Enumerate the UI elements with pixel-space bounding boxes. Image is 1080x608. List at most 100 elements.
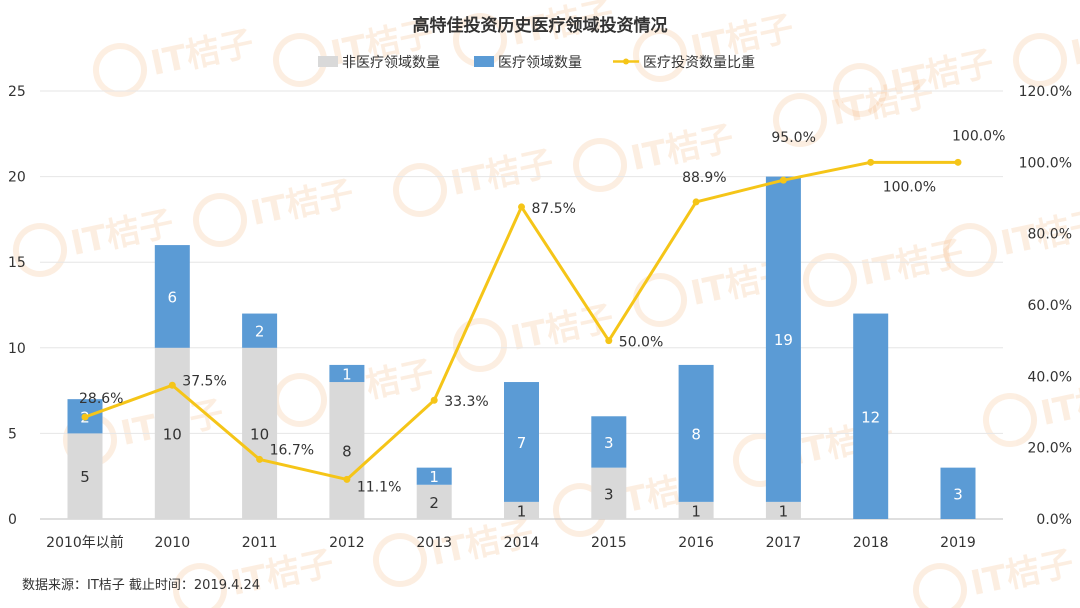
watermark-icon (1013, 33, 1067, 87)
bar-label-non-medical: 3 (604, 485, 614, 503)
y-right-tick-label: 120.0% (1019, 84, 1072, 100)
ratio-line: 28.6% 37.5% 16.7% 11.1% 33.3% 87.5% 50.0% 88.9%… (79, 128, 1005, 495)
ratio-label: 16.7% (270, 442, 314, 458)
ratio-label: 28.6% (79, 391, 123, 407)
y-axis-right: 0.0% 20.0% 40.0% 60.0% 80.0% 100.0% 120.0% (1019, 84, 1072, 528)
watermark-icon (173, 563, 227, 608)
y-left-tick-label: 25 (8, 84, 26, 100)
bar-medical (591, 416, 627, 468)
x-tick-label: 2012 (329, 535, 365, 551)
y-left-tick-label: 20 (8, 170, 26, 186)
bar-non-medical (154, 347, 190, 519)
ratio-point (343, 475, 351, 483)
bar-medical (765, 176, 801, 502)
watermark-text: IT桔子 (247, 173, 357, 234)
y-left-tick-label: 15 (8, 255, 26, 271)
y-left-tick-label: 0 (8, 512, 17, 528)
ratio-point (779, 176, 787, 184)
ratio-point (81, 413, 89, 421)
bar-non-medical (416, 484, 452, 519)
watermark-logo: IT桔子 (803, 233, 967, 307)
ratio-point (168, 381, 176, 389)
bar-medical (154, 245, 190, 348)
bar-non-medical (67, 433, 103, 519)
x-tick-label: 2017 (766, 535, 802, 551)
bar-medical (329, 364, 365, 383)
legend-swatch-0 (318, 56, 338, 67)
x-axis: 2010年以前 2010 2011 2012 2013 2014 2015 2016 2017 2… (46, 534, 976, 551)
source-note: 数据来源：IT桔子 截止时间：2019.4.24 (22, 578, 260, 593)
y-right-tick-label: 100.0% (1019, 155, 1072, 171)
ratio-point (605, 337, 613, 345)
ratio-point (692, 198, 700, 206)
bar-label-medical: 8 (691, 425, 701, 443)
bar-label-non-medical: 1 (691, 502, 701, 520)
watermark-logo: IT桔子 (193, 173, 357, 247)
bar-label-medical: 7 (517, 434, 527, 452)
watermark-icon (803, 253, 857, 307)
watermark-icon (833, 63, 887, 117)
chart-title: 高特佳投资历史医疗领域投资情况 (413, 15, 668, 36)
ratio-point (256, 455, 264, 463)
watermark-icon (373, 533, 427, 587)
legend-swatch-1 (474, 56, 494, 67)
x-tick-label: 2016 (678, 535, 714, 551)
bar-label-non-medical: 10 (163, 425, 182, 443)
bar-label-non-medical: 1 (779, 502, 789, 520)
watermark-icon (943, 223, 997, 277)
x-tick-label: 2015 (591, 535, 627, 551)
bar-label-medical: 19 (774, 331, 793, 349)
bar-non-medical (242, 347, 278, 519)
bar-label-medical: 6 (168, 288, 178, 306)
bar-label-medical: 2 (255, 323, 265, 341)
watermark-icon (193, 193, 247, 247)
x-tick-label: 2010 (154, 535, 190, 551)
watermark-text: IT桔子 (447, 143, 557, 204)
bar-label-non-medical: 2 (429, 494, 439, 512)
watermark-text: IT桔子 (227, 543, 337, 604)
watermark-icon (273, 373, 327, 427)
legend: 非医疗领域数量 医疗领域数量 医疗投资数量比重 (318, 55, 755, 71)
legend-label-0: 非医疗领域数量 (342, 55, 440, 71)
bar-label-non-medical: 5 (80, 468, 90, 486)
bar-label-non-medical: 10 (250, 425, 269, 443)
watermark-text: IT桔子 (147, 23, 257, 84)
ratio-label: 50.0% (619, 335, 663, 351)
ratio-label: 33.3% (444, 394, 488, 410)
watermark-icon (983, 393, 1037, 447)
x-tick-label: 2019 (940, 535, 976, 551)
ratio-label: 87.5% (532, 201, 576, 217)
ratio-point (954, 158, 962, 166)
x-tick-label: 2018 (853, 535, 889, 551)
ratio-label: 37.5% (182, 373, 226, 389)
bar-label-medical: 1 (342, 365, 352, 383)
x-tick-label: 2013 (416, 535, 452, 551)
ratio-label: 11.1% (357, 479, 401, 495)
watermark-text: IT桔子 (967, 543, 1077, 604)
watermark-logo: IT桔子 (913, 543, 1077, 608)
watermark-icon (393, 163, 447, 217)
ratio-point (867, 158, 875, 166)
x-tick-label: 2010年以前 (46, 534, 124, 551)
watermark-text: IT桔子 (1067, 13, 1080, 74)
bar-medical (242, 313, 278, 348)
y-left-tick-label: 10 (8, 341, 26, 357)
y-left-tick-label: 5 (8, 426, 17, 442)
bar-label-non-medical: 1 (517, 502, 527, 520)
y-right-tick-label: 0.0% (1036, 512, 1072, 528)
bar-medical (416, 467, 452, 485)
ratio-label: 88.9% (682, 170, 726, 186)
y-axis-left: 0 5 10 15 20 25 (8, 84, 26, 528)
bar-label-medical: 12 (861, 408, 880, 426)
bar-medical (504, 382, 539, 502)
bar-non-medical (765, 501, 801, 519)
watermark-logo: IT桔子 (1013, 13, 1080, 87)
ratio-label: 100.0% (952, 128, 1005, 144)
x-tick-label: 2011 (242, 535, 278, 551)
bar-medical (940, 467, 976, 519)
watermark-icon (633, 273, 687, 327)
watermark-logo: IT桔子 (93, 23, 257, 97)
y-right-tick-label: 20.0% (1028, 441, 1072, 457)
ratio-point (518, 203, 525, 211)
